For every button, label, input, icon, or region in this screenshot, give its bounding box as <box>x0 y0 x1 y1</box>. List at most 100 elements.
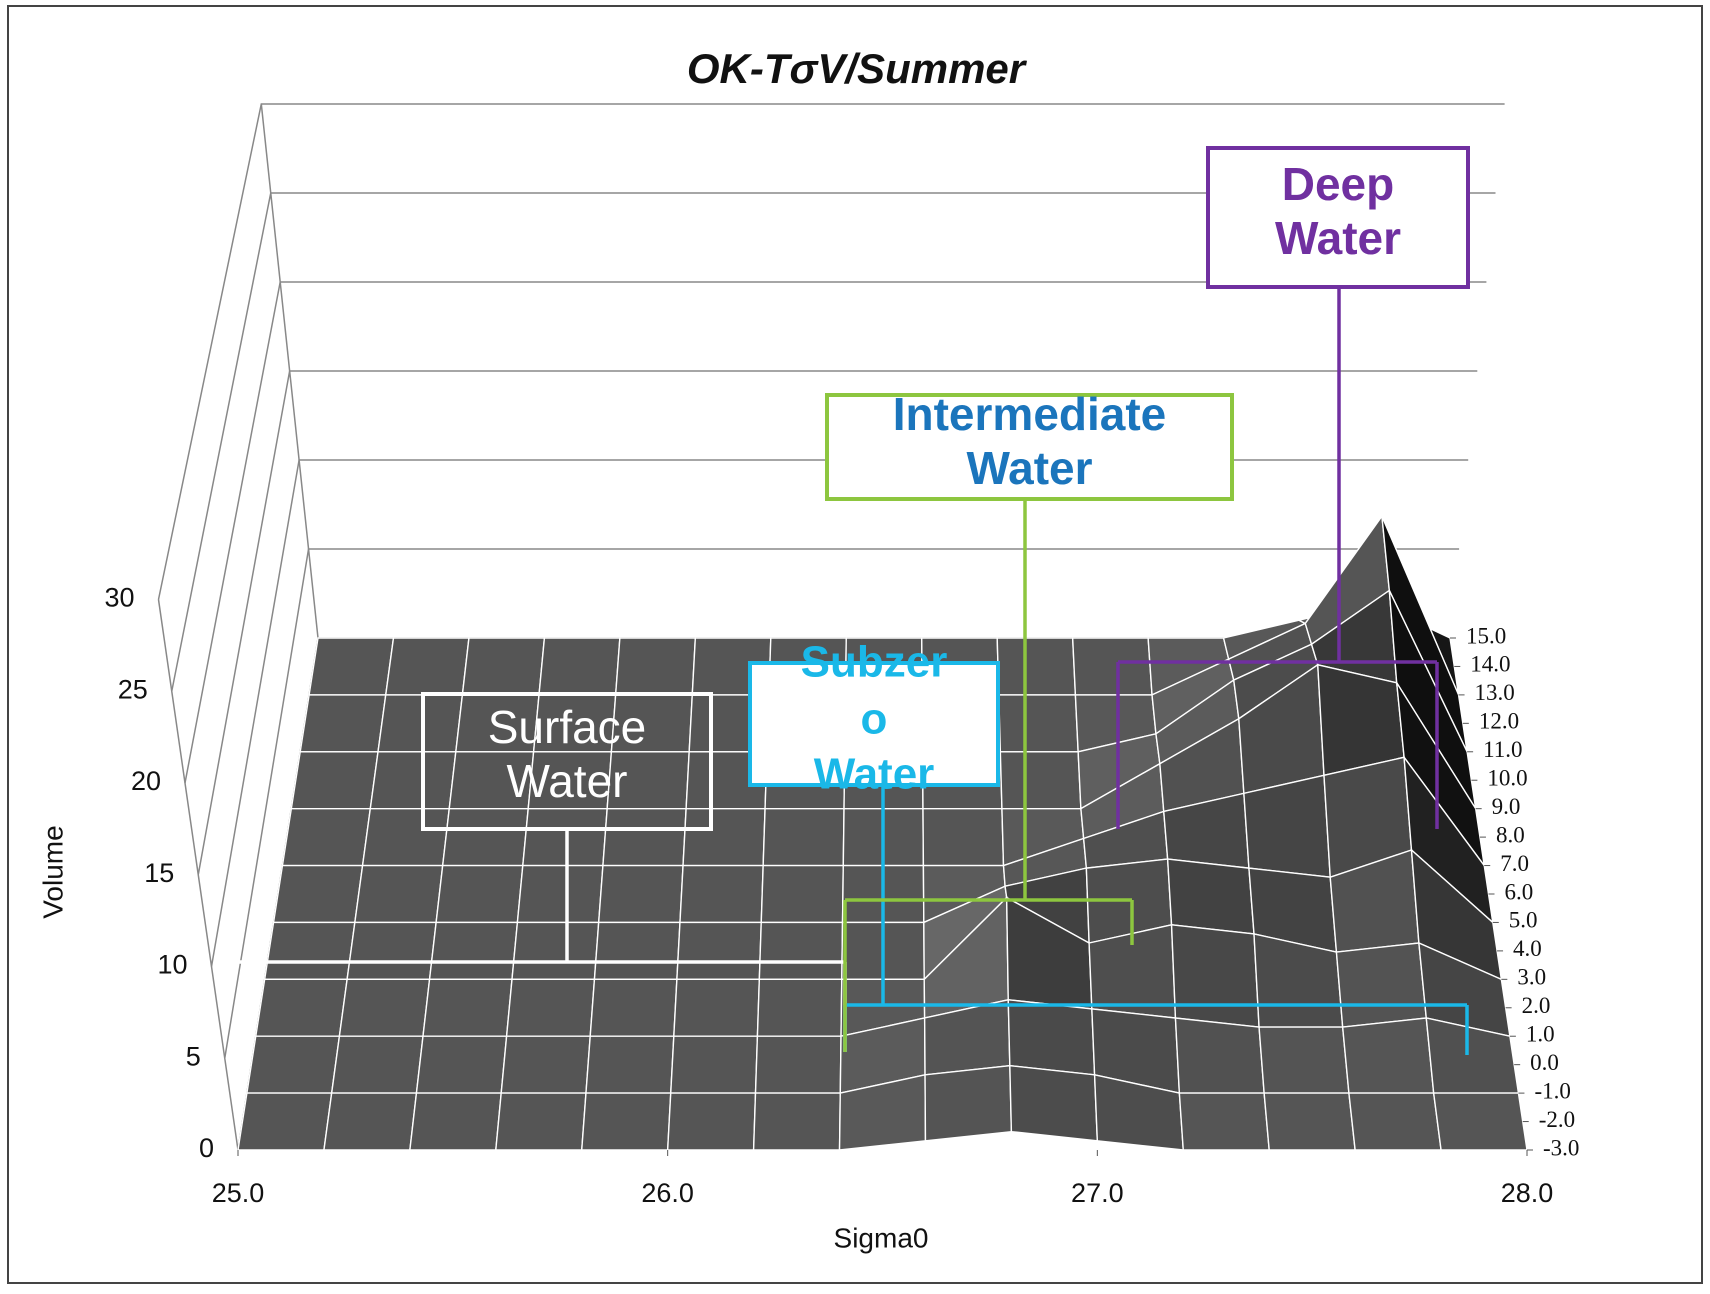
z-tick-label: 20 <box>131 766 161 796</box>
y-tick-label: 0.0 <box>1530 1050 1559 1075</box>
surface-cell <box>346 921 437 981</box>
surface-cell <box>666 1092 757 1151</box>
z-tick-label: 30 <box>104 583 134 613</box>
surface-cell <box>495 1092 587 1151</box>
x-tick-label: 26.0 <box>641 1178 694 1208</box>
surface-cell <box>246 1035 341 1094</box>
surface-cell <box>1166 858 1255 935</box>
x-axis-label: Sigma0 <box>834 1222 929 1253</box>
y-tick-label: -2.0 <box>1539 1107 1575 1132</box>
surface-cell <box>676 921 762 981</box>
surface-cell <box>377 694 464 753</box>
annotation-text: Water <box>507 755 628 807</box>
surface-cell <box>760 864 844 924</box>
surface-cell <box>589 978 678 1037</box>
surface-cell <box>409 1092 502 1151</box>
annotation-text: Water <box>814 750 935 799</box>
z-tick-label: 0 <box>199 1133 214 1163</box>
surface-cell <box>290 751 379 810</box>
z-axis <box>157 599 239 1151</box>
surface-cell <box>384 637 470 696</box>
x-tick-label: 28.0 <box>1501 1178 1554 1208</box>
surface-cell <box>500 1035 591 1094</box>
y-tick-label: 9.0 <box>1492 794 1521 819</box>
surface-cell <box>580 1092 672 1151</box>
surface-cell <box>415 1035 508 1094</box>
surface-cell <box>593 921 681 981</box>
surface-cell <box>752 1092 841 1151</box>
y-tick-label: 5.0 <box>1509 908 1538 933</box>
surface-cell <box>308 637 395 696</box>
surface-cell <box>505 978 596 1037</box>
surface-cell <box>614 637 697 696</box>
surface-cell <box>758 921 844 981</box>
surface-cell <box>585 1035 675 1094</box>
surface-cell <box>679 864 764 924</box>
y-tick-label: 14.0 <box>1470 652 1510 677</box>
annotation-box <box>748 661 1000 787</box>
surface-cell <box>299 694 387 753</box>
y-tick-label: 11.0 <box>1483 737 1522 762</box>
surface-cell <box>670 1035 759 1094</box>
surface-cell <box>281 807 372 867</box>
z-tick-label: 5 <box>186 1041 201 1071</box>
annotation-text: Surface <box>488 701 647 753</box>
surface-cell <box>369 751 457 810</box>
surface-cell <box>338 978 431 1037</box>
surface-cell <box>1243 774 1331 878</box>
surface-cell <box>1317 663 1405 777</box>
surface-cell <box>1258 1026 1350 1094</box>
annotation-box <box>421 692 713 831</box>
z-axis-label: Volume <box>37 825 68 918</box>
surface-cell <box>1432 1092 1528 1151</box>
y-tick-label: 15.0 <box>1466 623 1506 648</box>
surface-cell <box>323 1092 418 1151</box>
surface-cell <box>602 807 687 867</box>
surface-cell <box>1341 1017 1435 1094</box>
surface-cell <box>428 921 519 981</box>
x-tick-label: 27.0 <box>1071 1178 1124 1208</box>
surface-cell <box>1263 1092 1356 1151</box>
surface-cell <box>354 864 444 924</box>
y-tick-label: 2.0 <box>1522 993 1551 1018</box>
y-tick-label: 1.0 <box>1526 1022 1555 1047</box>
surface-cell <box>1009 1064 1099 1142</box>
surface-cell <box>1170 924 1260 1028</box>
annotation-text: Deep <box>1282 158 1394 210</box>
surface-cell <box>999 751 1082 810</box>
surface-cell <box>682 807 766 867</box>
z-tick-label: 10 <box>157 950 187 980</box>
surface-cell <box>1071 637 1153 696</box>
y-tick-label: 3.0 <box>1517 965 1546 990</box>
y-tick-label: -1.0 <box>1534 1078 1570 1103</box>
surface-cell <box>254 978 348 1037</box>
surface-cell <box>1007 998 1096 1076</box>
y-tick-label: 12.0 <box>1479 709 1519 734</box>
surface-cell <box>422 978 513 1037</box>
surface-cell <box>673 978 761 1037</box>
surface-cell <box>1178 1092 1270 1151</box>
surface-cell <box>762 807 845 867</box>
surface-cell <box>441 807 529 867</box>
x-tick-label: 25.0 <box>212 1178 265 1208</box>
surface-cell <box>597 864 684 924</box>
surface-cell <box>330 1035 424 1094</box>
back-edge <box>260 103 319 639</box>
annotation-box <box>1206 146 1470 289</box>
surface-cell <box>511 921 600 981</box>
chart-title: OK-TσV/Summer <box>687 45 1028 92</box>
surface-cell <box>522 807 608 867</box>
annotation-box <box>825 393 1234 501</box>
surface-cell <box>237 1092 333 1151</box>
annotation-text: Subzer <box>801 638 948 687</box>
y-tick-label: 6.0 <box>1505 879 1534 904</box>
y-tick-label: 10.0 <box>1487 766 1527 791</box>
surface-cell <box>272 864 364 924</box>
surface-cell <box>435 864 524 924</box>
annotation-text: Intermediate <box>893 388 1167 440</box>
surface-cell <box>1335 942 1428 1028</box>
z-tick-label: 25 <box>118 674 148 704</box>
surface-cell <box>922 807 1005 867</box>
surface-cell <box>754 1035 842 1094</box>
